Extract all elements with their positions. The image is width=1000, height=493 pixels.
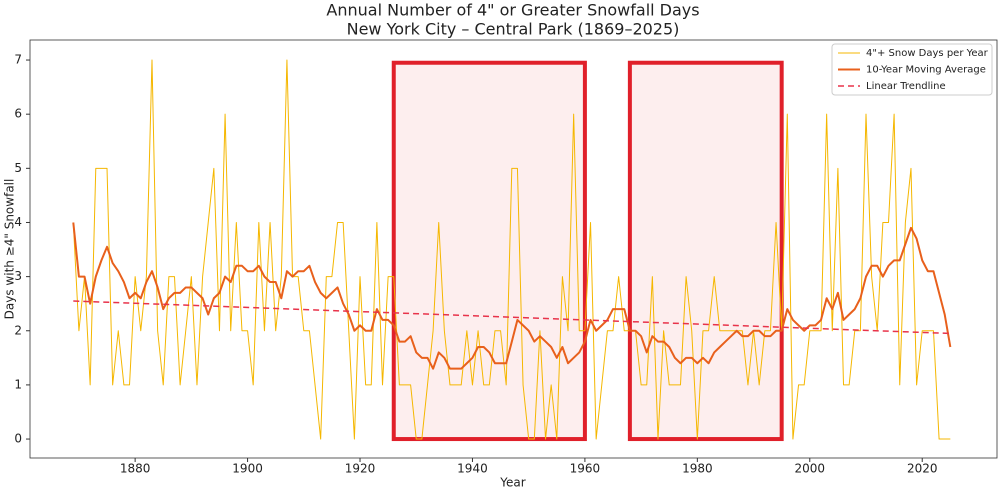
y-tick-label: 7: [14, 53, 22, 67]
series-line: [72, 222, 952, 370]
y-tick-label: 3: [14, 269, 22, 283]
legend-label: 4"+ Snow Days per Year: [866, 48, 989, 59]
x-tick-label: 1940: [457, 462, 488, 476]
x-tick-label: 1920: [345, 462, 376, 476]
y-tick-label: 0: [14, 432, 22, 446]
series-line: [72, 59, 951, 440]
x-tick-label: 1900: [232, 462, 263, 476]
legend-label: 10-Year Moving Average: [866, 65, 986, 76]
y-axis-label: Days with ≥4" Snowfall: [3, 179, 17, 320]
legend-box: [831, 43, 993, 96]
series-line: [73, 300, 951, 335]
x-tick-label: 2020: [907, 462, 938, 476]
y-tick-label: 1: [14, 377, 22, 391]
x-axis-label: Year: [499, 476, 525, 490]
y-tick-label: 4: [14, 215, 22, 229]
x-tick-label: 1880: [120, 462, 151, 476]
highlight-box: [391, 60, 587, 442]
y-tick-label: 2: [14, 323, 22, 337]
legend-label: Linear Trendline: [866, 81, 946, 92]
y-tick-label: 6: [14, 107, 22, 121]
y-tick-label: 5: [14, 161, 22, 175]
plot-frame: [29, 39, 998, 459]
x-tick-label: 2000: [795, 462, 826, 476]
highlight-box: [627, 60, 784, 442]
x-tick-label: 1960: [570, 462, 601, 476]
x-tick-label: 1980: [682, 462, 713, 476]
chart-subtitle: New York City – Central Park (1869–2025): [347, 20, 680, 39]
chart-title: Annual Number of 4" or Greater Snowfall …: [326, 1, 699, 20]
